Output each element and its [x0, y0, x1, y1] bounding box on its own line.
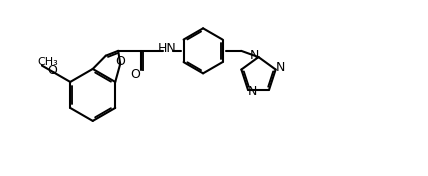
Text: N: N — [276, 61, 285, 74]
Text: O: O — [131, 68, 140, 81]
Text: CH₃: CH₃ — [38, 57, 58, 67]
Text: N: N — [248, 85, 258, 98]
Text: O: O — [47, 64, 57, 77]
Text: HN: HN — [158, 42, 177, 55]
Text: O: O — [115, 55, 125, 68]
Text: N: N — [250, 49, 259, 62]
